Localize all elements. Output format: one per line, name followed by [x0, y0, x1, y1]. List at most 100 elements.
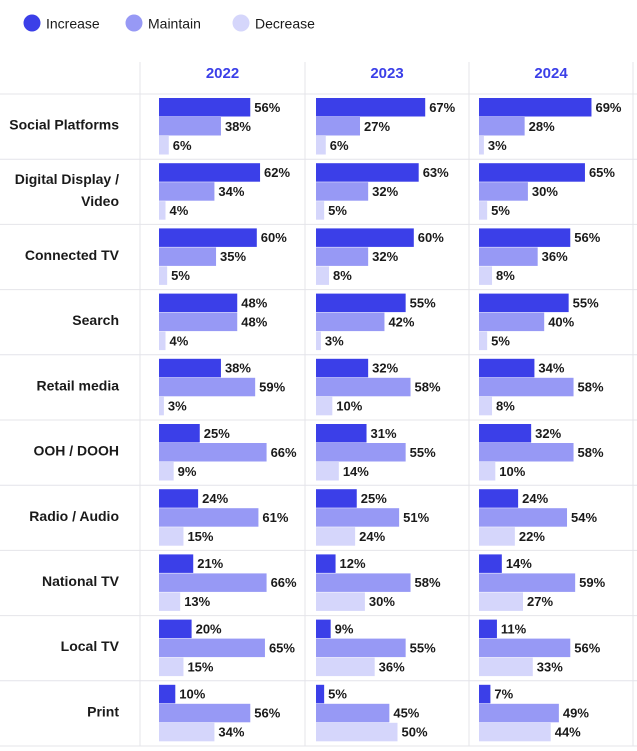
bar-decrease — [159, 462, 174, 481]
bar-value-label: 65% — [269, 640, 295, 655]
bar-value-label: 58% — [578, 380, 604, 395]
bar-decrease — [479, 527, 515, 546]
bar-maintain — [316, 182, 369, 201]
bar-value-label: 14% — [343, 464, 369, 479]
bar-value-label: 10% — [179, 687, 205, 702]
legend-label-maintain: Maintain — [148, 16, 201, 32]
bar-increase — [316, 98, 426, 117]
bar-value-label: 59% — [579, 575, 605, 590]
category-label: Retail media — [37, 377, 120, 393]
bar-value-label: 9% — [178, 464, 197, 479]
bar-value-label: 8% — [496, 399, 515, 414]
bar-decrease — [159, 592, 181, 611]
bar-decrease — [159, 136, 169, 155]
bar-value-label: 50% — [402, 725, 428, 740]
bar-value-label: 5% — [491, 203, 510, 218]
bar-value-label: 3% — [488, 138, 507, 153]
bar-value-label: 11% — [501, 621, 527, 636]
bar-value-label: 36% — [379, 659, 405, 674]
bar-value-label: 66% — [271, 445, 297, 460]
bar-decrease — [316, 136, 326, 155]
bar-decrease — [479, 657, 533, 677]
bar-decrease — [316, 396, 333, 416]
category-label: Connected TV — [25, 247, 120, 263]
bar-value-label: 3% — [168, 399, 187, 414]
bar-maintain — [479, 638, 571, 658]
bar-value-label: 62% — [264, 165, 290, 180]
bar-decrease — [316, 592, 365, 611]
bar-value-label: 30% — [369, 594, 395, 609]
bar-maintain — [159, 377, 256, 397]
bar-maintain — [479, 182, 528, 201]
bar-value-label: 38% — [225, 119, 251, 134]
bar-value-label: 61% — [262, 510, 288, 525]
bar-maintain — [159, 312, 238, 332]
bar-value-label: 56% — [574, 640, 600, 655]
bar-value-label: 5% — [328, 203, 347, 218]
bar-decrease — [479, 396, 493, 416]
bar-value-label: 55% — [410, 295, 436, 310]
bar-value-label: 49% — [563, 706, 589, 721]
bar-maintain — [159, 573, 267, 592]
bar-maintain — [479, 703, 559, 723]
bar-value-label: 34% — [218, 184, 244, 199]
bar-value-label: 25% — [204, 426, 230, 441]
bar-decrease — [479, 136, 484, 155]
bar-value-label: 42% — [388, 314, 414, 329]
bar-decrease — [159, 527, 184, 546]
bar-decrease — [316, 462, 339, 481]
category-label: Search — [72, 312, 119, 328]
bar-value-label: 34% — [218, 725, 244, 740]
bar-maintain — [479, 573, 576, 592]
bar-increase — [479, 424, 532, 443]
bar-value-label: 24% — [359, 529, 385, 544]
bar-decrease — [479, 592, 524, 611]
bar-decrease — [479, 331, 488, 351]
bar-maintain — [479, 377, 574, 397]
bar-value-label: 27% — [364, 119, 390, 134]
bar-maintain — [316, 312, 385, 332]
bar-decrease — [316, 722, 398, 742]
bar-maintain — [316, 573, 411, 592]
bar-maintain — [479, 443, 574, 462]
bar-value-label: 8% — [333, 268, 352, 283]
bar-value-label: 4% — [170, 333, 189, 348]
bar-value-label: 4% — [170, 203, 189, 218]
bar-increase — [316, 424, 367, 443]
bar-value-label: 8% — [496, 268, 515, 283]
bar-value-label: 32% — [372, 184, 398, 199]
bar-value-label: 60% — [418, 230, 444, 245]
bar-maintain — [479, 312, 545, 332]
bar-value-label: 58% — [578, 445, 604, 460]
bar-value-label: 51% — [403, 510, 429, 525]
bar-increase — [479, 489, 519, 508]
bar-value-label: 63% — [423, 165, 449, 180]
bar-increase — [159, 554, 194, 573]
bar-increase — [479, 619, 497, 639]
bar-increase — [316, 489, 357, 508]
bar-increase — [159, 293, 238, 313]
bar-value-label: 30% — [532, 184, 558, 199]
bar-value-label: 6% — [330, 138, 349, 153]
bar-value-label: 67% — [429, 100, 455, 115]
bar-value-label: 45% — [393, 706, 419, 721]
bar-decrease — [159, 201, 166, 220]
bar-increase — [316, 619, 331, 639]
bar-value-label: 31% — [371, 426, 397, 441]
bar-value-label: 5% — [491, 333, 510, 348]
bar-increase — [159, 619, 192, 639]
bar-maintain — [159, 703, 251, 723]
bar-increase — [479, 98, 592, 117]
bar-maintain — [316, 508, 400, 527]
bar-decrease — [159, 331, 166, 351]
bar-value-label: 59% — [259, 380, 285, 395]
bar-decrease — [479, 201, 488, 220]
bar-value-label: 22% — [519, 529, 545, 544]
bar-value-label: 10% — [336, 399, 362, 414]
category-label: Social Platforms — [9, 117, 119, 133]
bar-maintain — [159, 247, 217, 266]
bar-value-label: 40% — [548, 314, 574, 329]
bar-value-label: 55% — [410, 445, 436, 460]
bar-increase — [159, 684, 176, 704]
bar-maintain — [159, 508, 259, 527]
